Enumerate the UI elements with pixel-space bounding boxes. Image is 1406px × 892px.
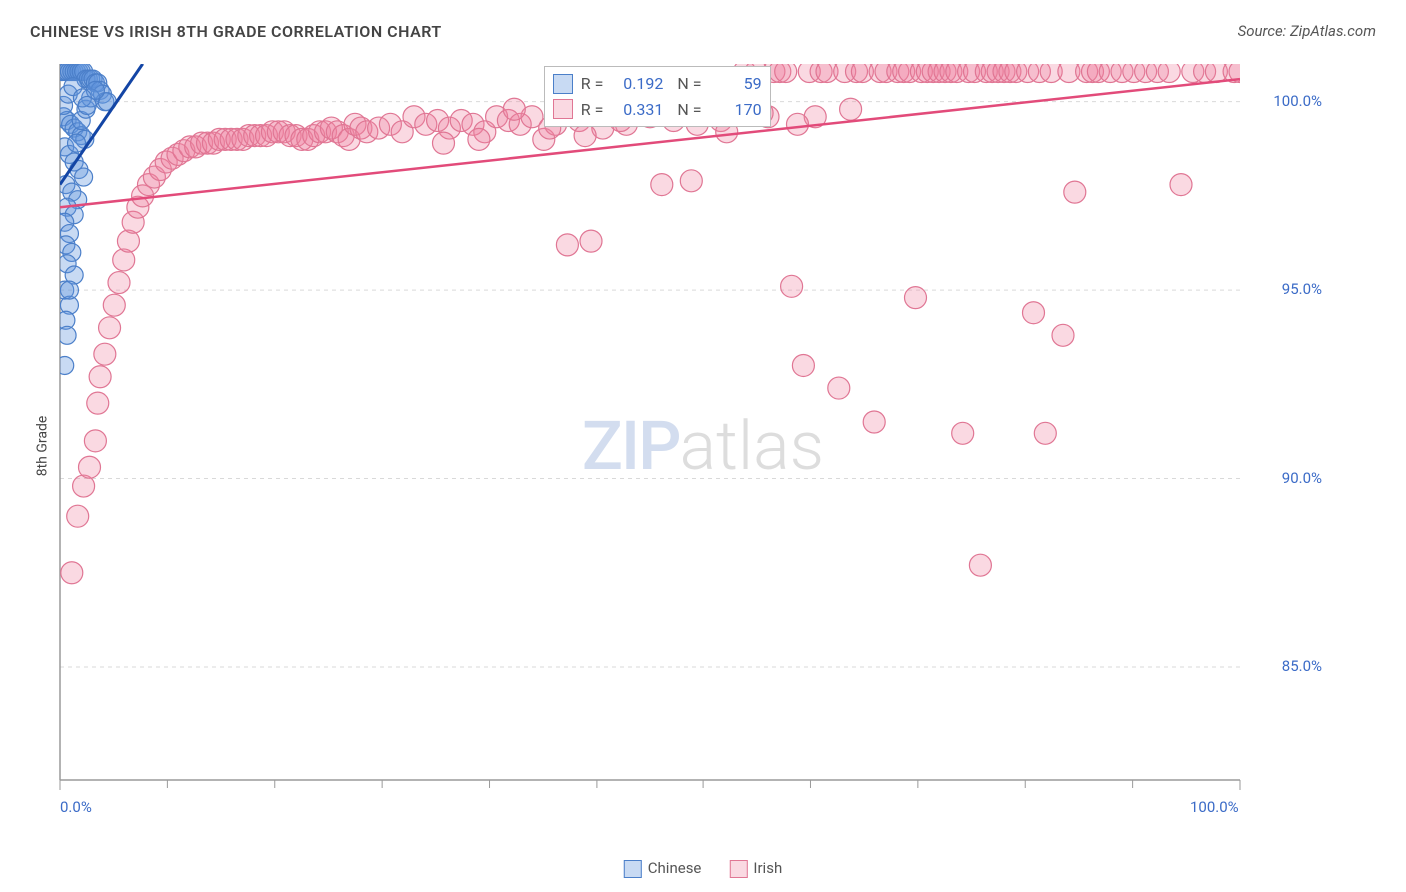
y-axis-label: 8th Grade xyxy=(34,416,50,477)
legend-item: Irish xyxy=(729,859,782,878)
source-attribution: Source: ZipAtlas.com xyxy=(1238,22,1376,40)
n-label: N = xyxy=(677,71,701,97)
y-tick-label: 90.0% xyxy=(1252,469,1322,487)
chart-title: CHINESE VS IRISH 8TH GRADE CORRELATION C… xyxy=(30,22,442,41)
legend-label: Chinese xyxy=(648,859,702,877)
x-tick-label: 100.0% xyxy=(1190,798,1239,816)
series-legend: Chinese Irish xyxy=(624,859,782,878)
stats-legend-row: R = 0.331 N = 170 xyxy=(553,97,762,123)
y-tick-label: 100.0% xyxy=(1252,92,1322,110)
r-label: R = xyxy=(581,71,604,97)
r-value: 0.192 xyxy=(611,71,663,97)
legend-label: Irish xyxy=(753,859,782,877)
r-value: 0.331 xyxy=(611,97,663,123)
n-value: 170 xyxy=(710,97,762,123)
n-value: 59 xyxy=(710,71,762,97)
legend-item: Chinese xyxy=(624,859,702,878)
legend-swatch xyxy=(729,860,747,878)
scatter-chart xyxy=(50,60,1370,820)
stats-legend-row: R = 0.192 N = 59 xyxy=(553,71,762,97)
legend-swatch xyxy=(553,74,573,94)
y-tick-label: 85.0% xyxy=(1252,657,1322,675)
x-tick-label: 0.0% xyxy=(60,798,92,816)
legend-swatch xyxy=(624,860,642,878)
y-tick-label: 95.0% xyxy=(1252,280,1322,298)
stats-legend: R = 0.192 N = 59 R = 0.331 N = 170 xyxy=(544,66,771,127)
legend-swatch xyxy=(553,99,573,119)
n-label: N = xyxy=(677,97,701,123)
r-label: R = xyxy=(581,97,604,123)
